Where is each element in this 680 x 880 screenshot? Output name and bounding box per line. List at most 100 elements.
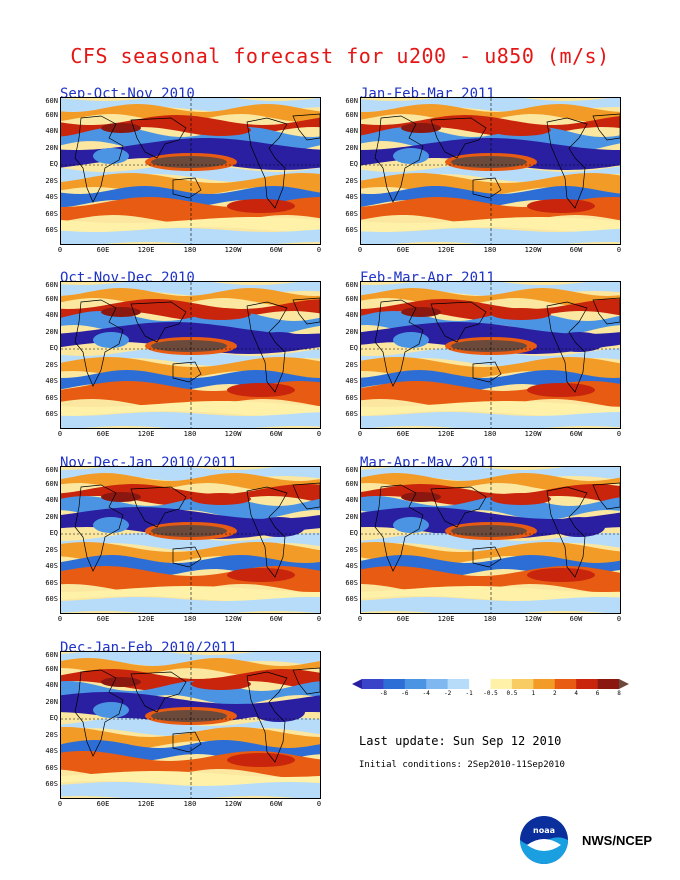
lat-label: EQ — [349, 160, 358, 168]
coastline — [246, 117, 288, 209]
lat-label: EQ — [349, 344, 358, 352]
last-update-text: Last update: Sun Sep 12 2010 — [359, 734, 562, 748]
contour-blob — [93, 332, 129, 348]
lon-label: 60W — [269, 430, 283, 438]
lat-label: 60S — [345, 410, 358, 418]
coastline — [246, 486, 288, 578]
map-contours — [61, 467, 320, 613]
lat-label: 40N — [345, 311, 358, 319]
lon-label: 0 — [316, 246, 322, 254]
lon-label: 180 — [483, 246, 497, 254]
contour-blob — [527, 383, 595, 397]
contour-band — [361, 533, 620, 551]
lat-label: 40S — [45, 747, 58, 755]
lon-label: 120E — [137, 800, 155, 808]
lat-label: 40N — [45, 311, 58, 319]
lon-label: 180 — [183, 615, 197, 623]
colorbar-segment — [554, 679, 577, 689]
colorbar-tick-label: -1 — [465, 690, 473, 697]
contour-blob — [101, 307, 141, 317]
lon-label: 0 — [316, 615, 322, 623]
noaa-logo: noaa — [520, 816, 568, 864]
lat-label: 20N — [45, 513, 58, 521]
contour-blob — [401, 307, 441, 317]
contour-band — [361, 412, 620, 428]
lat-label: 60S — [45, 595, 58, 603]
contour-blob — [151, 525, 227, 537]
lon-label: 0 — [616, 246, 622, 254]
contour-blob — [151, 710, 227, 722]
contour-blob — [101, 677, 141, 687]
forecast-map — [360, 466, 621, 614]
contour-band — [61, 586, 320, 602]
lon-label: 0 — [57, 615, 63, 623]
lat-label: 60N — [345, 295, 358, 303]
contour-band — [61, 173, 320, 197]
contour-band — [361, 217, 620, 233]
lon-label: 0 — [57, 800, 63, 808]
lon-label: 60W — [569, 246, 583, 254]
lon-label: 60W — [269, 615, 283, 623]
lat-label: 40N — [45, 127, 58, 135]
lon-label: 180 — [183, 246, 197, 254]
lon-label: 120W — [224, 430, 242, 438]
noaa-logo-text: noaa — [533, 826, 555, 835]
contour-blob — [227, 568, 295, 582]
lat-label: 20S — [45, 177, 58, 185]
contour-band — [61, 597, 320, 613]
lat-label: 20S — [345, 546, 358, 554]
lat-label: 60N — [345, 480, 358, 488]
contour-band — [61, 467, 320, 482]
contour-band — [361, 586, 620, 602]
lon-label: 0 — [357, 430, 363, 438]
lon-label: 180 — [183, 430, 197, 438]
lon-label: 0 — [57, 430, 63, 438]
coastline — [472, 361, 502, 383]
forecast-map — [60, 651, 321, 799]
contour-blob — [553, 517, 605, 537]
colorbar-tick-label: 1 — [531, 690, 536, 697]
colorbar-segment — [469, 679, 491, 689]
colorbar-segment — [511, 679, 534, 689]
lon-label: 120W — [524, 430, 542, 438]
nws-ncep-credit: NWS/NCEP — [582, 833, 653, 848]
colorbar-min-arrow — [352, 679, 362, 689]
contour-blob — [253, 517, 305, 537]
lon-label: 120W — [224, 246, 242, 254]
lon-label: 120W — [224, 800, 242, 808]
forecast-map — [60, 281, 321, 429]
contour-blob — [401, 123, 441, 133]
lat-label: 60S — [45, 579, 58, 587]
lon-label: 0 — [616, 430, 622, 438]
forecast-map — [360, 97, 621, 245]
coastline — [130, 486, 187, 528]
coastline — [592, 297, 620, 325]
lon-label: 120E — [137, 430, 155, 438]
lat-label: 40S — [45, 193, 58, 201]
lat-label: 20N — [345, 144, 358, 152]
contour-blob — [393, 517, 429, 533]
contour-blob — [553, 332, 605, 352]
initial-conditions-text: Initial conditions: 2Sep2010-11Sep2010 — [359, 760, 565, 770]
lat-label: 60N — [345, 466, 358, 474]
contour-blob — [93, 517, 129, 533]
contour-band — [361, 228, 620, 244]
lat-label: 40S — [45, 562, 58, 570]
colorbar-tick-label: 2 — [552, 690, 557, 697]
map-contours — [361, 282, 620, 428]
colorbar-segment — [490, 679, 513, 689]
contour-band — [361, 299, 620, 321]
coastline — [130, 671, 187, 713]
contour-blob — [491, 124, 551, 136]
lon-label: 120W — [224, 615, 242, 623]
lat-label: 40S — [345, 377, 358, 385]
lon-label: 60W — [269, 246, 283, 254]
lon-label: 60E — [96, 246, 110, 254]
lat-label: 40N — [45, 496, 58, 504]
coastline — [472, 177, 502, 199]
coastline — [172, 731, 202, 753]
contour-band — [361, 104, 620, 122]
contour-blob — [93, 702, 129, 718]
lat-label: 60N — [45, 295, 58, 303]
contour-band — [61, 401, 320, 417]
